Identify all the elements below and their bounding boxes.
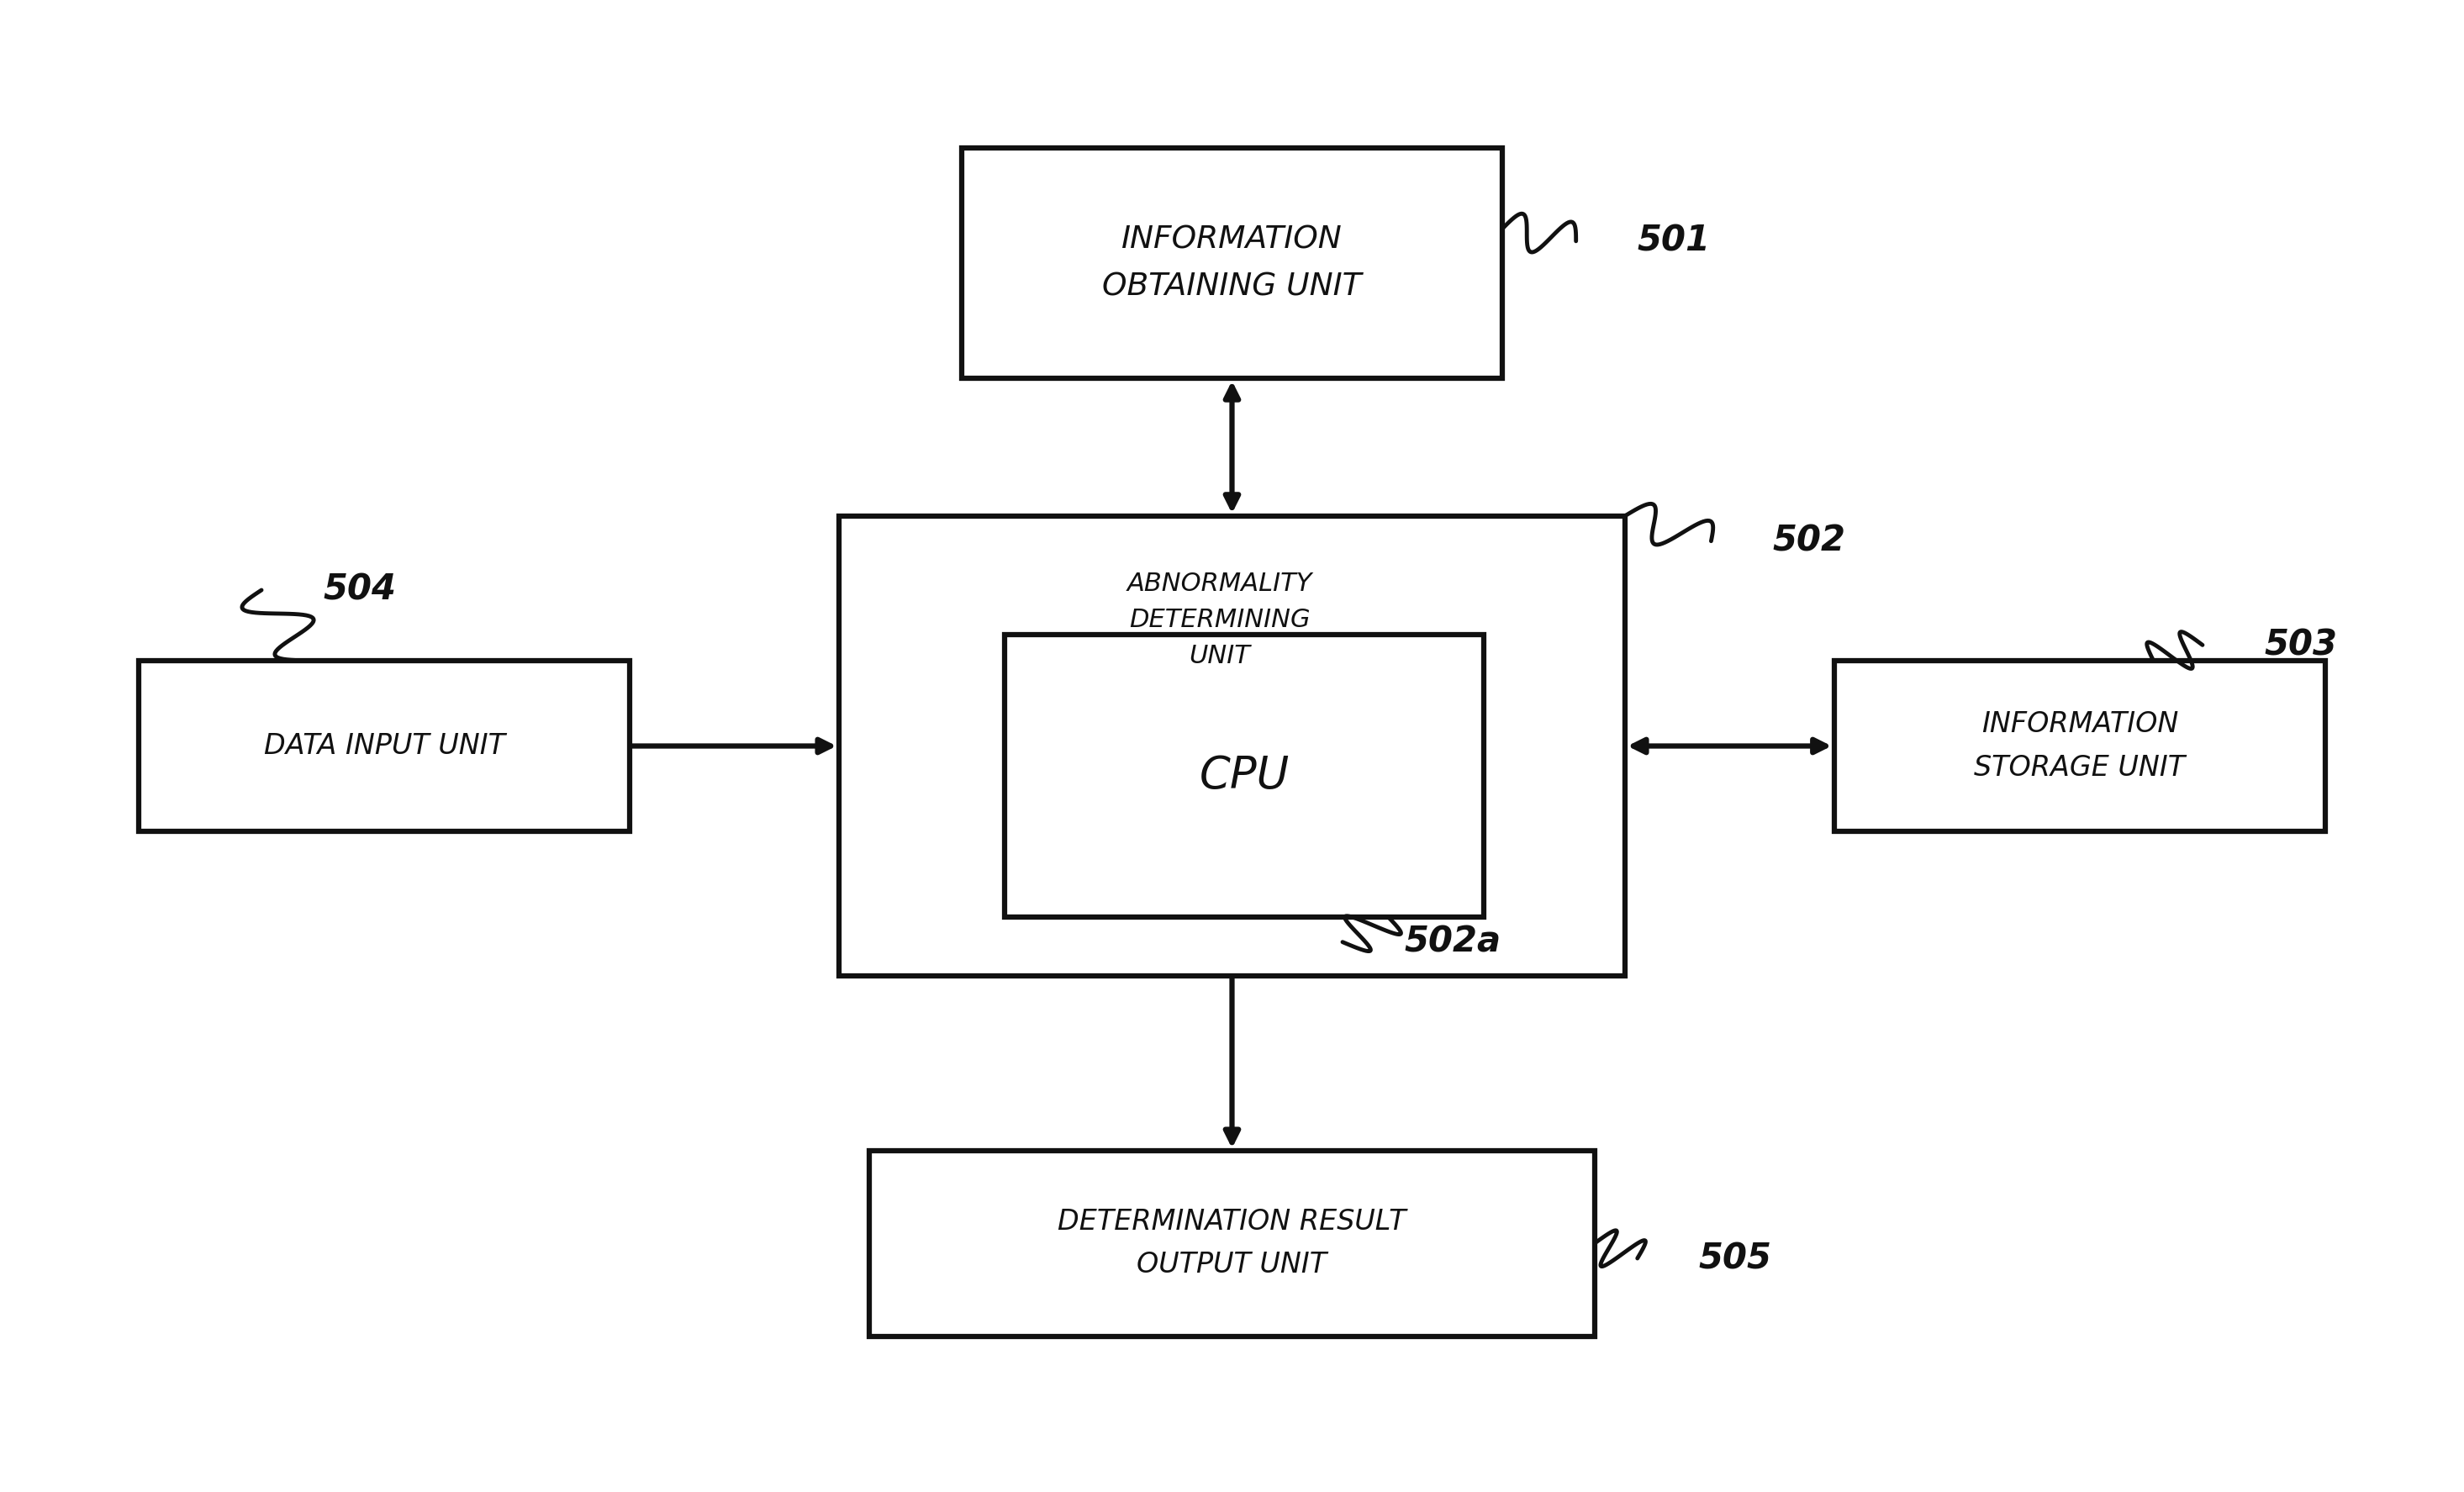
Bar — [838, 516, 1626, 976]
Text: 502: 502 — [1772, 524, 1846, 558]
Bar — [1005, 634, 1483, 916]
FancyArrowPatch shape — [1225, 386, 1239, 507]
Text: INFORMATION
STORAGE UNIT: INFORMATION STORAGE UNIT — [1974, 710, 2186, 782]
Bar — [1833, 661, 2326, 831]
Text: 505: 505 — [1698, 1241, 1772, 1276]
Text: DETERMINATION RESULT
OUTPUT UNIT: DETERMINATION RESULT OUTPUT UNIT — [1057, 1209, 1407, 1279]
FancyArrowPatch shape — [633, 740, 830, 752]
Bar — [138, 661, 631, 831]
FancyArrowPatch shape — [1225, 979, 1239, 1143]
Text: 504: 504 — [323, 573, 397, 607]
Text: 502a: 502a — [1404, 925, 1501, 959]
Text: CPU: CPU — [1200, 753, 1289, 798]
Text: 503: 503 — [2264, 627, 2336, 662]
FancyArrowPatch shape — [1634, 740, 1826, 752]
Bar — [961, 148, 1503, 379]
Text: INFORMATION
OBTAINING UNIT: INFORMATION OBTAINING UNIT — [1101, 225, 1363, 301]
Text: DATA INPUT UNIT: DATA INPUT UNIT — [264, 733, 505, 759]
Text: 501: 501 — [1639, 224, 1710, 258]
Text: ABNORMALITY
DETERMINING
UNIT: ABNORMALITY DETERMINING UNIT — [1126, 571, 1313, 668]
Bar — [870, 1150, 1594, 1337]
